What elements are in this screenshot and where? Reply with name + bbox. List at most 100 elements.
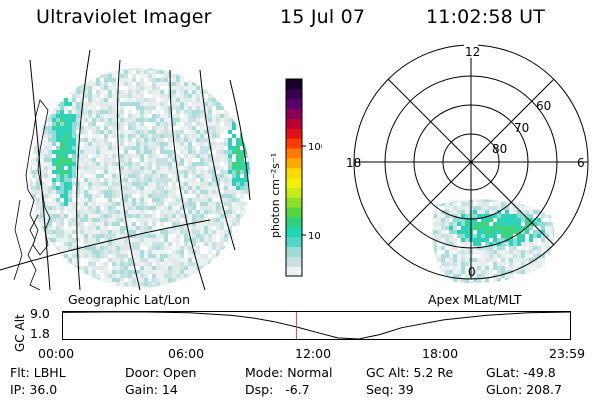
emission-pixel (140, 194, 144, 198)
emission-pixel (92, 174, 96, 178)
emission-pixel (196, 278, 200, 282)
emission-pixel (224, 246, 228, 250)
emission-pixel (112, 262, 116, 266)
emission-pixel (52, 178, 56, 182)
emission-pixel (60, 82, 64, 86)
emission-pixel (112, 230, 116, 234)
emission-pixel (501, 250, 505, 254)
emission-pixel (196, 106, 200, 110)
emission-pixel (144, 170, 148, 174)
emission-pixel (68, 142, 72, 146)
emission-pixel (80, 210, 84, 214)
emission-pixel (505, 262, 509, 266)
emission-pixel (68, 282, 72, 286)
emission-pixel (168, 146, 172, 150)
emission-pixel (489, 254, 493, 258)
emission-pixel (96, 206, 100, 210)
emission-pixel (533, 250, 537, 254)
emission-pixel (465, 222, 469, 226)
emission-pixel (30, 198, 32, 202)
emission-pixel (52, 218, 56, 222)
emission-pixel (224, 70, 228, 74)
emission-pixel (144, 214, 148, 218)
emission-pixel (120, 234, 124, 238)
emission-pixel (92, 282, 96, 286)
emission-pixel (232, 234, 236, 238)
emission-pixel (461, 226, 465, 230)
emission-pixel (132, 134, 136, 138)
emission-pixel (228, 198, 232, 202)
emission-pixel (48, 194, 52, 198)
emission-pixel (52, 90, 56, 94)
emission-pixel (116, 286, 120, 288)
emission-pixel (48, 226, 52, 230)
emission-pixel (220, 166, 224, 170)
emission-pixel (224, 90, 228, 94)
emission-pixel (537, 206, 541, 210)
emission-pixel (465, 274, 469, 278)
emission-pixel (116, 210, 120, 214)
emission-pixel (180, 278, 184, 282)
emission-pixel (240, 102, 244, 106)
emission-pixel (156, 94, 160, 98)
emission-pixel (216, 102, 220, 106)
emission-pixel (220, 178, 224, 182)
emission-pixel (425, 254, 429, 258)
emission-pixel (441, 230, 445, 234)
emission-pixel (68, 90, 72, 94)
emission-pixel (44, 122, 48, 126)
emission-pixel (244, 258, 248, 262)
emission-pixel (108, 162, 112, 166)
emission-pixel (208, 138, 212, 142)
emission-pixel (433, 230, 437, 234)
emission-pixel (445, 262, 449, 266)
emission-pixel (220, 170, 224, 174)
emission-pixel (132, 190, 136, 194)
emission-pixel (248, 70, 250, 74)
emission-pixel (248, 206, 250, 210)
emission-pixel (517, 258, 521, 262)
emission-pixel (501, 218, 505, 222)
emission-pixel (172, 214, 176, 218)
emission-pixel (128, 158, 132, 162)
emission-pixel (104, 234, 108, 238)
emission-pixel (248, 150, 250, 154)
emission-pixel (128, 190, 132, 194)
emission-pixel (88, 74, 92, 78)
emission-pixel (148, 74, 152, 78)
emission-pixel (100, 146, 104, 150)
emission-pixel (136, 230, 140, 234)
emission-pixel (68, 68, 72, 70)
emission-pixel (176, 154, 180, 158)
emission-pixel (160, 170, 164, 174)
emission-pixel (132, 86, 136, 90)
emission-pixel (557, 254, 561, 258)
emission-pixel (529, 206, 533, 210)
emission-pixel (541, 190, 545, 194)
emission-pixel (545, 250, 549, 254)
emission-pixel (208, 94, 212, 98)
emission-pixel (108, 122, 112, 126)
emission-pixel (108, 206, 112, 210)
emission-pixel (244, 146, 248, 150)
emission-pixel (204, 170, 208, 174)
emission-pixel (521, 270, 525, 274)
emission-pixel (461, 242, 465, 246)
emission-pixel (64, 206, 68, 210)
emission-pixel (48, 130, 52, 134)
emission-pixel (56, 158, 60, 162)
emission-pixel (216, 130, 220, 134)
emission-pixel (92, 70, 96, 74)
emission-pixel (152, 174, 156, 178)
emission-pixel (68, 110, 72, 114)
emission-pixel (168, 158, 172, 162)
emission-pixel (513, 218, 517, 222)
emission-pixel (64, 98, 68, 102)
emission-pixel (32, 122, 36, 126)
emission-pixel (501, 242, 505, 246)
emission-pixel (465, 226, 469, 230)
emission-pixel (108, 258, 112, 262)
emission-pixel (252, 278, 256, 282)
emission-pixel (68, 242, 72, 246)
emission-pixel (68, 82, 72, 86)
